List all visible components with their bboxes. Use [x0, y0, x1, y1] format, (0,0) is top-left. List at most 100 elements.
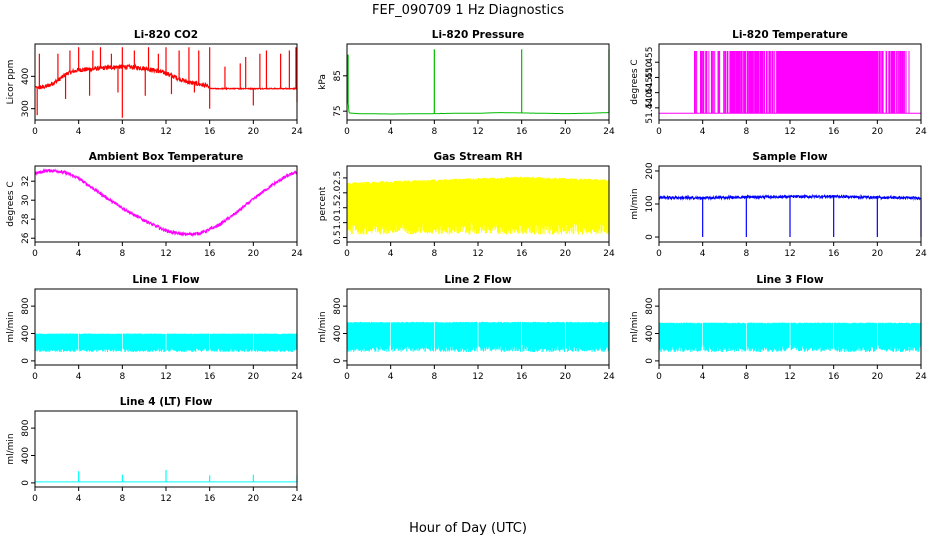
y-tick-label: 2.5 [333, 171, 343, 185]
x-tick-label: 24 [603, 249, 615, 259]
panel-title: Ambient Box Temperature [89, 151, 244, 163]
panel-title: Li-820 Temperature [732, 29, 848, 41]
band-trace [658, 322, 921, 352]
x-tick-label: 16 [828, 372, 840, 382]
x-tick-label: 16 [828, 127, 840, 137]
y-tick-label: 26 [21, 232, 31, 244]
panel-title: Line 2 Flow [444, 274, 511, 286]
x-tick-label: 12 [160, 127, 171, 137]
x-tick-label: 0 [344, 249, 350, 259]
x-tick-label: 12 [784, 127, 795, 137]
y-tick-label: 800 [645, 297, 655, 314]
y-tick-label: 32 [21, 175, 31, 186]
x-tick-label: 8 [431, 372, 437, 382]
y-tick-label: 0 [21, 358, 31, 364]
y-tick-label: 28 [21, 213, 31, 225]
x-tick-label: 4 [388, 249, 394, 259]
x-tick-label: 16 [516, 372, 528, 382]
y-tick-label: 1.0 [333, 215, 343, 230]
band-trace [346, 176, 610, 235]
panel-line-4-lt-flow: Line 4 (LT) Flow 0 4 8 12 16 20 24 0 400 800 ml/min [6, 396, 303, 504]
panel-title: Gas Stream RH [433, 151, 522, 163]
x-tick-label: 0 [32, 372, 38, 382]
x-tick-label: 20 [248, 249, 260, 259]
figure-title: FEF_090709 1 Hz Diagnostics [372, 3, 564, 18]
y-tick-label: 51.455 [645, 46, 655, 78]
x-tick-label: 8 [743, 372, 749, 382]
x-tick-label: 12 [160, 494, 171, 504]
y-tick-label: 400 [21, 447, 31, 464]
series-trace [346, 321, 609, 352]
line-trace [34, 168, 298, 238]
y-axis-label: ml/min [6, 433, 16, 464]
y-axis-label: ml/min [630, 188, 640, 219]
x-tick-label: 4 [388, 127, 394, 137]
x-tick-label: 8 [431, 127, 437, 137]
x-tick-label: 4 [388, 372, 394, 382]
panel-sample-flow: Sample Flow 0 4 8 12 16 20 24 0 100 200 ml/min [630, 151, 927, 259]
y-tick-label: 0 [645, 358, 655, 364]
x-tick-label: 20 [872, 127, 884, 137]
panel-line-1-flow: Line 1 Flow 0 4 8 12 16 20 24 0 400 800 ml/min [6, 274, 303, 382]
x-tick-label: 8 [743, 127, 749, 137]
series-trace [34, 333, 297, 352]
x-tick-label: 4 [700, 249, 706, 259]
y-axis-label: percent [318, 186, 328, 221]
y-tick-label: 0 [645, 234, 655, 240]
panel-title: Li-820 CO2 [134, 29, 198, 41]
panel-line-3-flow: Line 3 Flow 0 4 8 12 16 20 24 0 400 800 ml/min [630, 274, 927, 382]
x-tick-label: 4 [700, 127, 706, 137]
x-tick-label: 24 [915, 372, 927, 382]
series-trace [34, 168, 298, 238]
series-trace [659, 51, 921, 114]
x-tick-label: 16 [516, 249, 528, 259]
y-tick-label: 51.445 [645, 77, 655, 109]
y-axis-label: degrees C [6, 181, 16, 226]
x-tick-label: 16 [204, 494, 216, 504]
x-tick-label: 0 [32, 127, 38, 137]
x-tick-label: 0 [32, 249, 38, 259]
x-tick-label: 24 [603, 372, 615, 382]
line-trace [346, 93, 609, 115]
x-tick-label: 4 [76, 372, 82, 382]
y-tick-label: 400 [645, 325, 655, 342]
panel-li-820-pressure: Li-820 Pressure 0 4 8 12 16 20 24 75 85 kPa [318, 29, 615, 137]
x-tick-label: 8 [119, 127, 125, 137]
x-tick-label: 0 [656, 372, 662, 382]
x-tick-label: 20 [872, 372, 884, 382]
y-tick-label: 51.450 [645, 61, 655, 93]
x-tick-label: 4 [700, 372, 706, 382]
panel-li-820-co2: Li-820 CO2 0 4 8 12 16 20 24 300 400 Licor ppm [6, 29, 303, 137]
x-tick-label: 0 [656, 249, 662, 259]
panel-title: Line 4 (LT) Flow [120, 396, 213, 408]
x-tick-label: 8 [431, 249, 437, 259]
x-tick-label: 4 [76, 494, 82, 504]
x-tick-label: 4 [76, 127, 82, 137]
x-tick-label: 12 [472, 249, 483, 259]
y-tick-label: 75 [333, 105, 343, 116]
y-axis-label: ml/min [6, 311, 16, 342]
y-tick-label: 0 [21, 480, 31, 486]
panel-title: Sample Flow [752, 151, 827, 163]
y-tick-label: 800 [21, 419, 31, 436]
y-tick-label: 30 [21, 194, 31, 206]
x-tick-label: 16 [828, 249, 840, 259]
x-tick-label: 20 [248, 372, 260, 382]
y-axis-label: Licor ppm [6, 60, 16, 105]
series-trace [34, 47, 298, 118]
y-tick-label: 2.0 [333, 185, 343, 200]
toggle-trace [694, 51, 910, 114]
y-tick-label: 0.5 [333, 230, 343, 244]
x-tick-label: 8 [119, 494, 125, 504]
band-trace [34, 333, 297, 352]
x-tick-label: 20 [872, 249, 884, 259]
x-tick-label: 24 [291, 494, 303, 504]
panel-title: Line 3 Flow [756, 274, 823, 286]
panel-li-820-temperature: Li-820 Temperature 0 4 8 12 16 20 24 51.44051.44… [630, 29, 927, 137]
x-tick-label: 0 [344, 372, 350, 382]
x-tick-label: 4 [76, 249, 82, 259]
y-axis-label: kPa [318, 74, 328, 90]
x-tick-label: 12 [160, 249, 171, 259]
series-trace [346, 176, 610, 235]
y-tick-label: 800 [21, 297, 31, 314]
